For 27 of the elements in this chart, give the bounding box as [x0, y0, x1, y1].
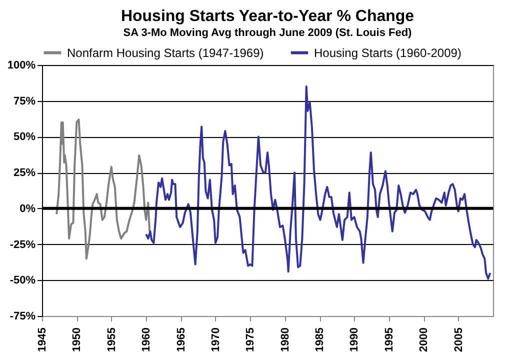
x-tick-label: 1950 [71, 328, 84, 352]
x-tick-label: 1970 [210, 328, 222, 352]
chart-subtitle: SA 3-Mo Moving Avg through June 2009 (St. Louis Fed) [123, 27, 412, 39]
legend-label: Housing Starts (1960-2009) [314, 46, 462, 60]
x-tick-label: 1945 [36, 328, 48, 352]
x-tick-label: 2000 [418, 328, 430, 352]
y-tick-label: 0% [20, 202, 36, 215]
x-tick-label: 1955 [106, 328, 118, 352]
x-tick-label: 2005 [452, 328, 465, 352]
x-tick-label: 1965 [175, 328, 188, 352]
y-tick-label: -50% [10, 274, 36, 287]
x-tick-label: 1960 [140, 328, 153, 352]
y-tick-label: 75% [13, 95, 36, 108]
y-tick-label: -75% [10, 310, 36, 322]
y-tick-label: 100% [7, 60, 36, 72]
line-series [145, 86, 492, 280]
x-tick-label: 1980 [279, 328, 292, 352]
y-tick-label: 50% [13, 131, 36, 144]
y-tick-label: 25% [13, 167, 36, 180]
x-tick-label: 1985 [314, 328, 326, 352]
line-series [56, 118, 151, 260]
chart-title: Housing Starts Year-to-Year % Change [120, 8, 414, 25]
y-tick-label: -25% [10, 238, 36, 251]
x-tick-label: 1975 [244, 328, 257, 352]
x-tick-label: 1995 [383, 328, 396, 352]
legend-label: Nonfarm Housing Starts (1947-1969) [67, 46, 264, 60]
x-tick-label: 1990 [348, 328, 361, 352]
